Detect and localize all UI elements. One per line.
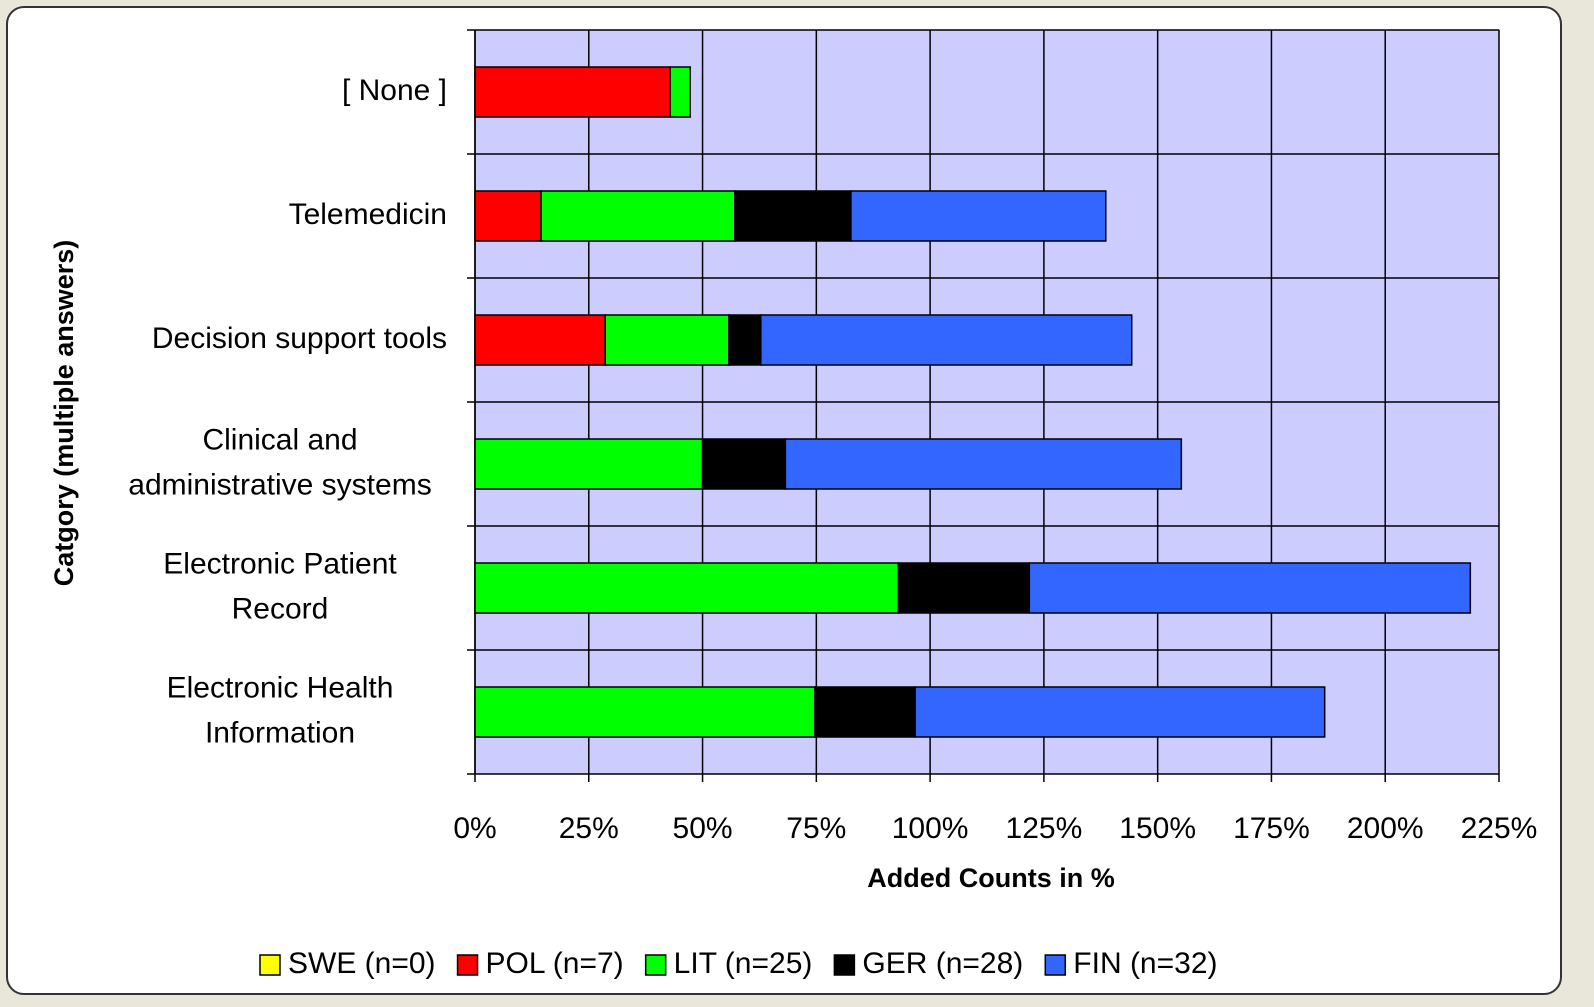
legend-label: POL (n=7)	[486, 947, 624, 980]
bar-segment	[540, 190, 736, 242]
x-tick-label: 150%	[1119, 812, 1196, 845]
legend-label: GER (n=28)	[862, 947, 1023, 980]
x-tick-label: 200%	[1347, 812, 1424, 845]
frame: Catgory (multiple answers) Added Counts …	[6, 6, 1562, 995]
legend-label: SWE (n=0)	[288, 947, 436, 980]
y-tick-label: [ None ]	[342, 74, 447, 107]
bar-segment	[669, 66, 692, 118]
x-tick-label: 125%	[1006, 812, 1083, 845]
y-tick-label: Clinical and administrative systems	[128, 423, 431, 501]
y-tick-label: Telemedicin	[289, 198, 447, 231]
x-tick-label: 100%	[892, 812, 969, 845]
x-tick-label: 25%	[559, 812, 619, 845]
bar-segment	[474, 190, 542, 242]
legend-swatch	[1044, 954, 1067, 976]
bar-segment	[474, 438, 704, 490]
bar-segment	[728, 314, 762, 366]
bar-segment	[814, 686, 916, 738]
y-tick-label-line: Information	[205, 716, 355, 749]
y-tick-label: Decision support tools	[152, 322, 447, 355]
y-axis-label: Catgory (multiple answers)	[49, 240, 79, 587]
x-tick-label: 225%	[1461, 812, 1538, 845]
bar-segment	[474, 562, 900, 614]
legend-label: LIT (n=25)	[674, 947, 813, 980]
y-tick-label-line: Clinical and	[202, 423, 357, 456]
bar-segment	[474, 686, 816, 738]
legend-label: FIN (n=32)	[1073, 947, 1217, 980]
x-tick-label: 50%	[673, 812, 733, 845]
chart: Catgory (multiple answers) Added Counts …	[49, 29, 1538, 980]
y-tick-label: Electronic Patient Record	[163, 547, 397, 625]
legend-swatch	[644, 954, 667, 976]
bar-segment	[604, 314, 730, 366]
y-tick-label: Electronic Health Information	[167, 671, 394, 749]
bar-segment	[474, 66, 671, 118]
x-tick-label: 0%	[453, 812, 496, 845]
bar-segment	[701, 438, 787, 490]
bar-segment	[897, 562, 1031, 614]
x-tick-label: 175%	[1233, 812, 1310, 845]
bar-segment	[760, 314, 1133, 366]
legend-swatch	[456, 954, 479, 976]
y-tick-label-line: Electronic Patient	[163, 547, 397, 580]
legend-swatch	[259, 954, 281, 976]
y-tick-label-line: administrative systems	[128, 468, 431, 501]
bar-segment	[914, 686, 1326, 738]
y-tick-label-line: Record	[232, 592, 329, 625]
legend-swatch	[833, 954, 856, 976]
x-tick-label: 75%	[786, 812, 846, 845]
bar-segment	[1028, 562, 1472, 614]
bar-segment	[850, 190, 1107, 242]
bar-segment	[784, 438, 1183, 490]
bar-segment	[734, 190, 852, 242]
x-axis-label: Added Counts in %	[867, 863, 1114, 893]
bar-segment	[474, 314, 606, 366]
y-tick-label-line: Electronic Health	[167, 671, 394, 704]
